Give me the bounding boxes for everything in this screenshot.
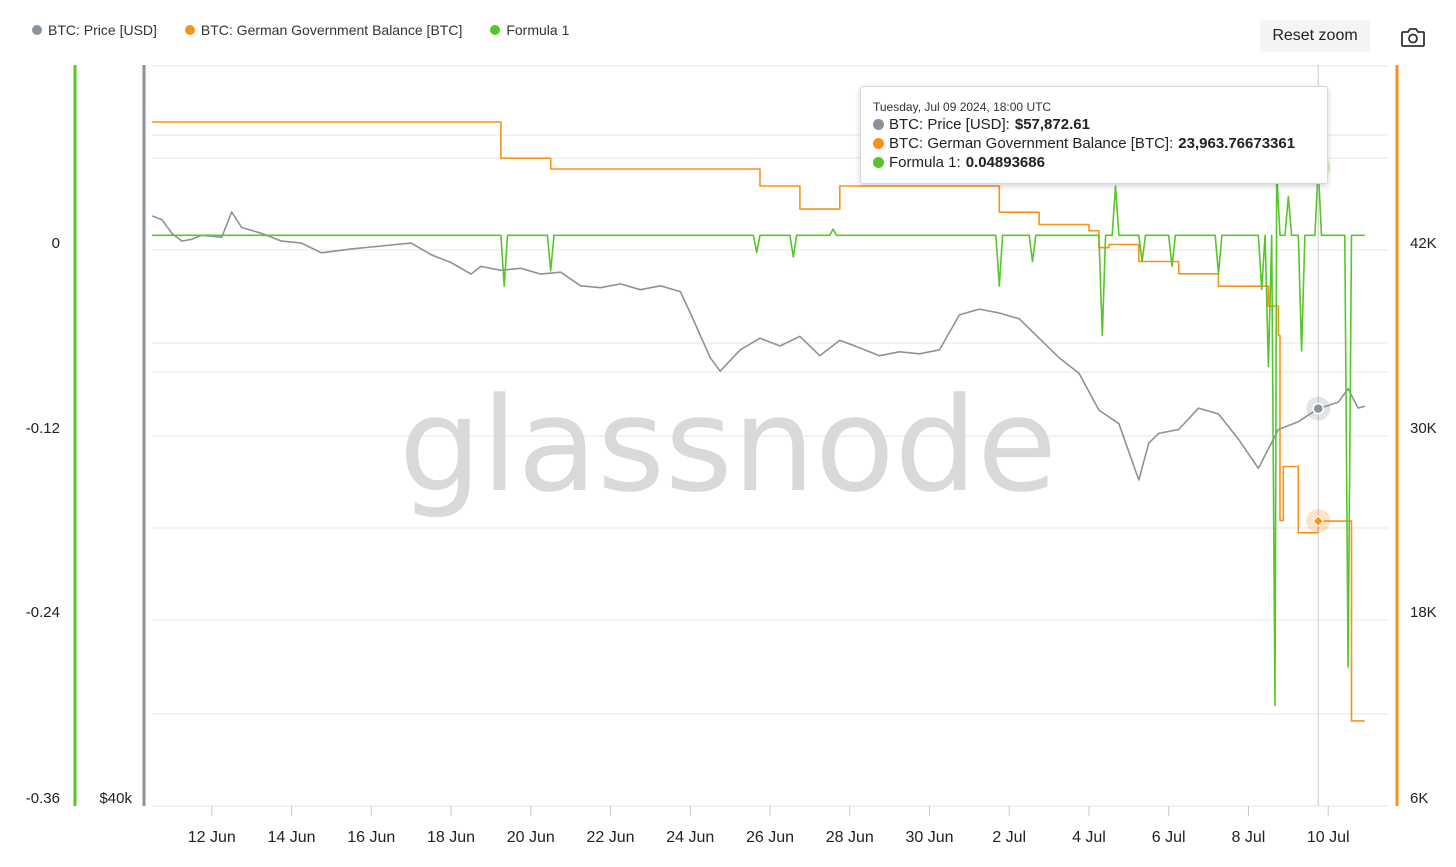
price-series-line: [151, 211, 1365, 481]
balance-series-line: [152, 121, 1365, 722]
tooltip-formula-label: Formula 1:: [889, 154, 961, 171]
x-axis-tick-label: 4 Jul: [1072, 829, 1106, 846]
balance-axis-tick-label: 18K: [1410, 604, 1437, 621]
x-axis-tick-label: 12 Jun: [188, 829, 236, 846]
legend-balance-label: BTC: German Government Balance [BTC]: [200, 22, 463, 38]
chart-legend: BTC: Price [USD] BTC: German Government …: [32, 22, 569, 38]
tooltip-row-balance: BTC: German Government Balance [BTC]: 23…: [873, 135, 1295, 152]
tooltip-date: Tuesday, Jul 09 2024, 18:00 UTC: [873, 100, 1052, 114]
x-axis-tick-label: 24 Jun: [666, 829, 714, 846]
legend-price-dot-icon: [32, 25, 42, 35]
camera-icon[interactable]: [1400, 26, 1426, 48]
formula-axis-tick-label: -0.12: [26, 420, 60, 437]
tooltip-formula-dot-icon: [873, 157, 884, 168]
series-layer: [151, 121, 1365, 722]
tooltip-price-label: BTC: Price [USD]:: [889, 116, 1010, 133]
formula-series-line: [152, 166, 1365, 707]
tooltip-price-value: $57,872.61: [1014, 116, 1090, 133]
tooltip-formula-value: 0.04893686: [965, 154, 1045, 171]
formula-axis-tick-label: -0.36: [26, 790, 60, 807]
tooltip-row-formula: Formula 1: 0.04893686: [873, 154, 1045, 171]
x-axis-tick-label: 22 Jun: [586, 829, 634, 846]
balance-axis-tick-label: 30K: [1410, 420, 1437, 437]
reset-zoom-button[interactable]: Reset zoom: [1260, 20, 1370, 52]
legend-item-balance[interactable]: BTC: German Government Balance [BTC]: [184, 22, 463, 38]
legend-item-formula[interactable]: Formula 1: [490, 22, 569, 38]
formula-axis-tick-label: -0.24: [26, 604, 60, 621]
legend-price-label: BTC: Price [USD]: [48, 22, 157, 38]
legend-formula-dot-icon: [490, 25, 501, 35]
tooltip-balance-label: BTC: German Government Balance [BTC]:: [889, 135, 1174, 152]
legend-balance-dot-icon: [184, 25, 195, 35]
x-axis-tick-label: 26 Jun: [746, 829, 794, 846]
x-axis-tick-label: 20 Jun: [507, 829, 555, 846]
x-axis-tick-label: 6 Jul: [1152, 829, 1186, 846]
x-axis-tick-label: 18 Jun: [427, 829, 475, 846]
x-axis-tick-label: 28 Jun: [826, 829, 874, 846]
balance-axis-tick-label: 6K: [1410, 790, 1428, 807]
x-axis-tick-label: 2 Jul: [992, 829, 1026, 846]
formula-axis-tick-label: 0: [52, 235, 60, 252]
price-axis-tick-label: $40k: [99, 790, 132, 807]
x-axis-tick-label: 14 Jun: [268, 829, 316, 846]
tooltip-price-dot-icon: [873, 119, 884, 130]
hover-balance-marker: [1312, 515, 1324, 527]
legend-item-price[interactable]: BTC: Price [USD]: [32, 22, 157, 38]
tooltip-row-price: BTC: Price [USD]: $57,872.61: [873, 116, 1090, 133]
data-tooltip: Tuesday, Jul 09 2024, 18:00 UTC BTC: Pri…: [860, 86, 1328, 184]
x-axis-tick-label: 30 Jun: [905, 829, 953, 846]
x-axis-tick-label: 16 Jun: [347, 829, 395, 846]
grid-lines: [152, 65, 1388, 807]
tooltip-balance-value: 23,963.76673361: [1178, 135, 1296, 152]
x-axis-tick-label: 10 Jul: [1307, 829, 1350, 846]
axes: 0 -0.12 -0.24 -0.36 $40k 42K 30K 18K 6K 12 Jun 14 …: [26, 65, 1437, 846]
watermark-text: glassnode: [399, 369, 1057, 521]
legend-formula-label: Formula 1: [506, 22, 570, 38]
x-axis-tick-label: 8 Jul: [1232, 829, 1266, 846]
tooltip-balance-dot-icon: [873, 138, 884, 149]
hover-price-marker: [1312, 402, 1324, 415]
balance-axis-tick-label: 42K: [1410, 235, 1437, 252]
